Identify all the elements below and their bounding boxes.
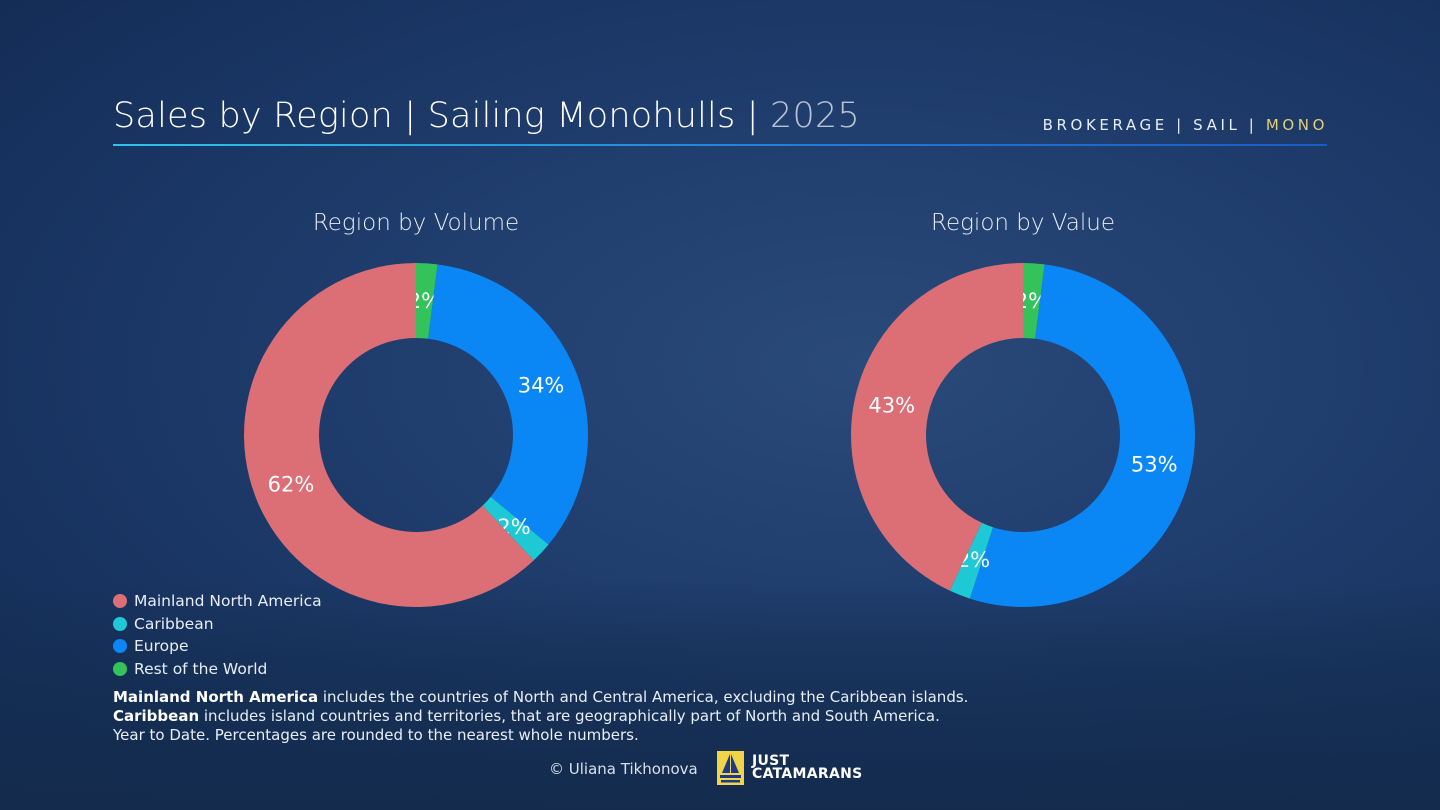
data-label: 34% xyxy=(518,373,565,397)
data-label: 62% xyxy=(268,473,315,497)
footnote-term: Mainland North America xyxy=(113,688,319,706)
legend-item: Europe xyxy=(113,635,322,658)
category-tags: BROKERAGE | SAIL | MONO xyxy=(1043,116,1328,134)
footnote-line: Caribbean includes island countries and … xyxy=(113,707,968,726)
footnote-term: Caribbean xyxy=(113,707,200,725)
legend-swatch xyxy=(113,616,127,631)
tag-brokerage-sail: BROKERAGE | SAIL | xyxy=(1042,116,1266,134)
footnotes: Mainland North America includes the coun… xyxy=(113,688,968,745)
legend-swatch xyxy=(113,594,127,609)
data-label: 53% xyxy=(1131,452,1178,476)
footnote-text: includes the countries of North and Cent… xyxy=(318,688,969,706)
sailboat-logo-icon xyxy=(717,751,744,785)
legend: Mainland North America Caribbean Europe Res… xyxy=(113,590,322,680)
legend-item: Caribbean xyxy=(113,613,322,636)
donut-segment-caribbean xyxy=(482,496,549,561)
header-divider xyxy=(113,144,1327,146)
footnote-text: includes island countries and territorie… xyxy=(199,707,940,725)
footnote-text: Year to Date. Percentages are rounded to… xyxy=(113,726,639,744)
credit: © Uliana Tikhonova xyxy=(549,760,698,778)
donut-segment-rest-of-the-world xyxy=(1023,263,1045,339)
legend-label: Caribbean xyxy=(134,614,214,633)
logo-text-catamarans: CATAMARANS xyxy=(752,766,863,782)
donut-segment-mainland-north-america xyxy=(851,263,1023,591)
logo-text-just: JUST xyxy=(752,753,790,769)
footnote-line: Year to Date. Percentages are rounded to… xyxy=(113,726,968,745)
legend-swatch xyxy=(113,661,127,676)
legend-label: Mainland North America xyxy=(134,592,322,611)
data-label: 43% xyxy=(868,394,915,418)
legend-label: Rest of the World xyxy=(134,659,268,678)
legend-item: Rest of the World xyxy=(113,658,322,681)
donut-segment-europe xyxy=(969,264,1195,607)
just-catamarans-logo: JUST CATAMARANS xyxy=(717,751,863,785)
donut-segment-rest-of-the-world xyxy=(416,263,438,339)
footnote-line: Mainland North America includes the coun… xyxy=(113,688,968,707)
legend-swatch xyxy=(113,639,127,654)
donut-segment-europe xyxy=(428,264,588,545)
donut-segment-mainland-north-america xyxy=(244,263,534,607)
page-title: Sales by Region | Sailing Monohulls | 20… xyxy=(113,96,860,136)
chart-title-volume: Region by Volume xyxy=(312,210,520,236)
legend-label: Europe xyxy=(134,637,189,656)
chart-title-value: Region by Value xyxy=(931,210,1115,236)
title-main: Sales by Region | Sailing Monohulls | xyxy=(113,96,771,136)
donut-segment-caribbean xyxy=(949,522,994,599)
tag-mono: MONO xyxy=(1265,116,1328,134)
legend-item: Mainland North America xyxy=(113,590,322,613)
title-year: 2025 xyxy=(770,96,860,136)
